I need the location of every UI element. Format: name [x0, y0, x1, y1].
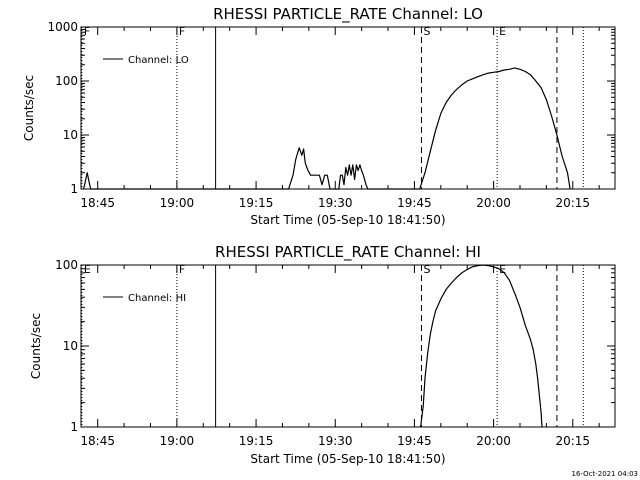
- plot-frame: [80, 26, 616, 190]
- event-marker-label: F: [179, 25, 185, 38]
- event-marker-label: S: [423, 263, 430, 276]
- event-marker-label: F: [179, 263, 185, 276]
- x-axis-label: Start Time (05-Sep-10 18:41:50): [250, 452, 445, 466]
- y-tick-label: 1000: [47, 20, 78, 34]
- chart-panel-2: RHESSI PARTICLE_RATE Channel: HI 1 10 100 Co…: [29, 243, 616, 466]
- legend-label: Channel: HI: [128, 293, 186, 304]
- x-tick-label: 19:15: [239, 434, 274, 448]
- event-marker-label: E: [84, 263, 91, 276]
- legend-label: Channel: LO: [128, 55, 189, 66]
- x-tick-label: 18:45: [80, 196, 115, 210]
- chart-title: RHESSI PARTICLE_RATE Channel: HI: [215, 243, 481, 262]
- event-marker-label: E: [499, 263, 506, 276]
- x-tick-label: 19:45: [397, 434, 432, 448]
- series-line-1: [83, 67, 571, 190]
- chart-title: RHESSI PARTICLE_RATE Channel: LO: [213, 5, 483, 24]
- x-tick-label: 19:15: [239, 196, 274, 210]
- y-axis-label: Counts/sec: [22, 75, 36, 141]
- y-tick-label: 100: [55, 74, 78, 88]
- series-line-1: [420, 264, 543, 428]
- y-tick-label: 10: [63, 128, 78, 142]
- x-tick-label: 20:15: [555, 434, 590, 448]
- y-tick-label: 100: [55, 258, 78, 272]
- event-marker-label: S: [423, 25, 430, 38]
- y-tick-label: 1: [70, 420, 78, 434]
- x-tick-label: 20:00: [476, 434, 511, 448]
- x-tick-label: 19:45: [397, 196, 432, 210]
- x-tick-label: 19:30: [318, 434, 353, 448]
- event-marker-label: E: [499, 25, 506, 38]
- event-marker-label: F: [84, 25, 90, 38]
- x-tick-label: 19:00: [160, 196, 195, 210]
- y-axis-label: Counts/sec: [29, 313, 43, 379]
- y-tick-label: 1: [70, 182, 78, 196]
- x-tick-label: 20:15: [555, 196, 590, 210]
- x-tick-label: 19:30: [318, 196, 353, 210]
- x-tick-label: 19:00: [160, 434, 195, 448]
- y-tick-label: 10: [63, 339, 78, 353]
- chart-panel-1: RHESSI PARTICLE_RATE Channel: LO 1 10 100 10…: [22, 5, 616, 227]
- footer-timestamp: 16-Oct-2021 04:03: [572, 470, 638, 478]
- x-tick-label: 20:00: [476, 196, 511, 210]
- x-axis-label: Start Time (05-Sep-10 18:41:50): [250, 213, 445, 227]
- plot-frame: [80, 264, 616, 428]
- x-tick-label: 18:45: [80, 434, 115, 448]
